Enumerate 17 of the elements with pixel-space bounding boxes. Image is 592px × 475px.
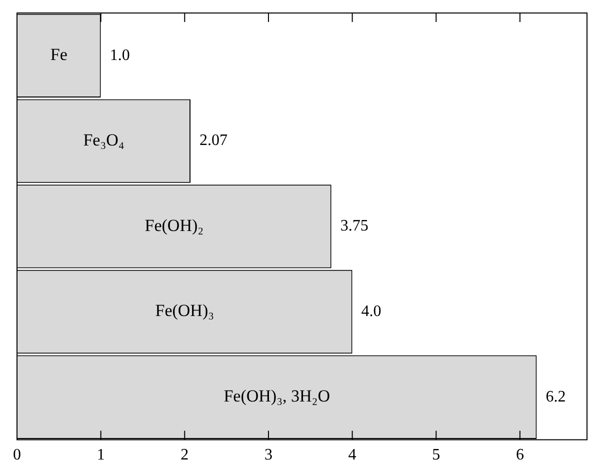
x-tick-label: 3 [264,446,272,464]
y-tick-label: Fe(OH)₃ [155,301,214,320]
data-label: 1.0 [110,46,130,64]
x-tick-label: 0 [13,446,21,464]
x-tick-label: 1 [96,446,105,464]
x-tick-label: 2 [180,446,189,464]
data-label: 4.0 [361,302,382,320]
data-label: 3.75 [340,218,368,235]
data-label: 6.2 [546,388,566,406]
x-tick-label: 4 [348,446,356,464]
x-tick-label: 5 [432,446,440,464]
y-tick-label: Fe [50,45,68,64]
y-tick-label: Fe₃O₄ [83,130,124,150]
data-label: 2.07 [200,132,228,150]
y-tick-label: Fe(OH)₃, 3H₂O [224,386,330,406]
y-tick-label: Fe(OH)₂ [144,216,204,235]
x-tick-label: 6 [516,446,524,464]
